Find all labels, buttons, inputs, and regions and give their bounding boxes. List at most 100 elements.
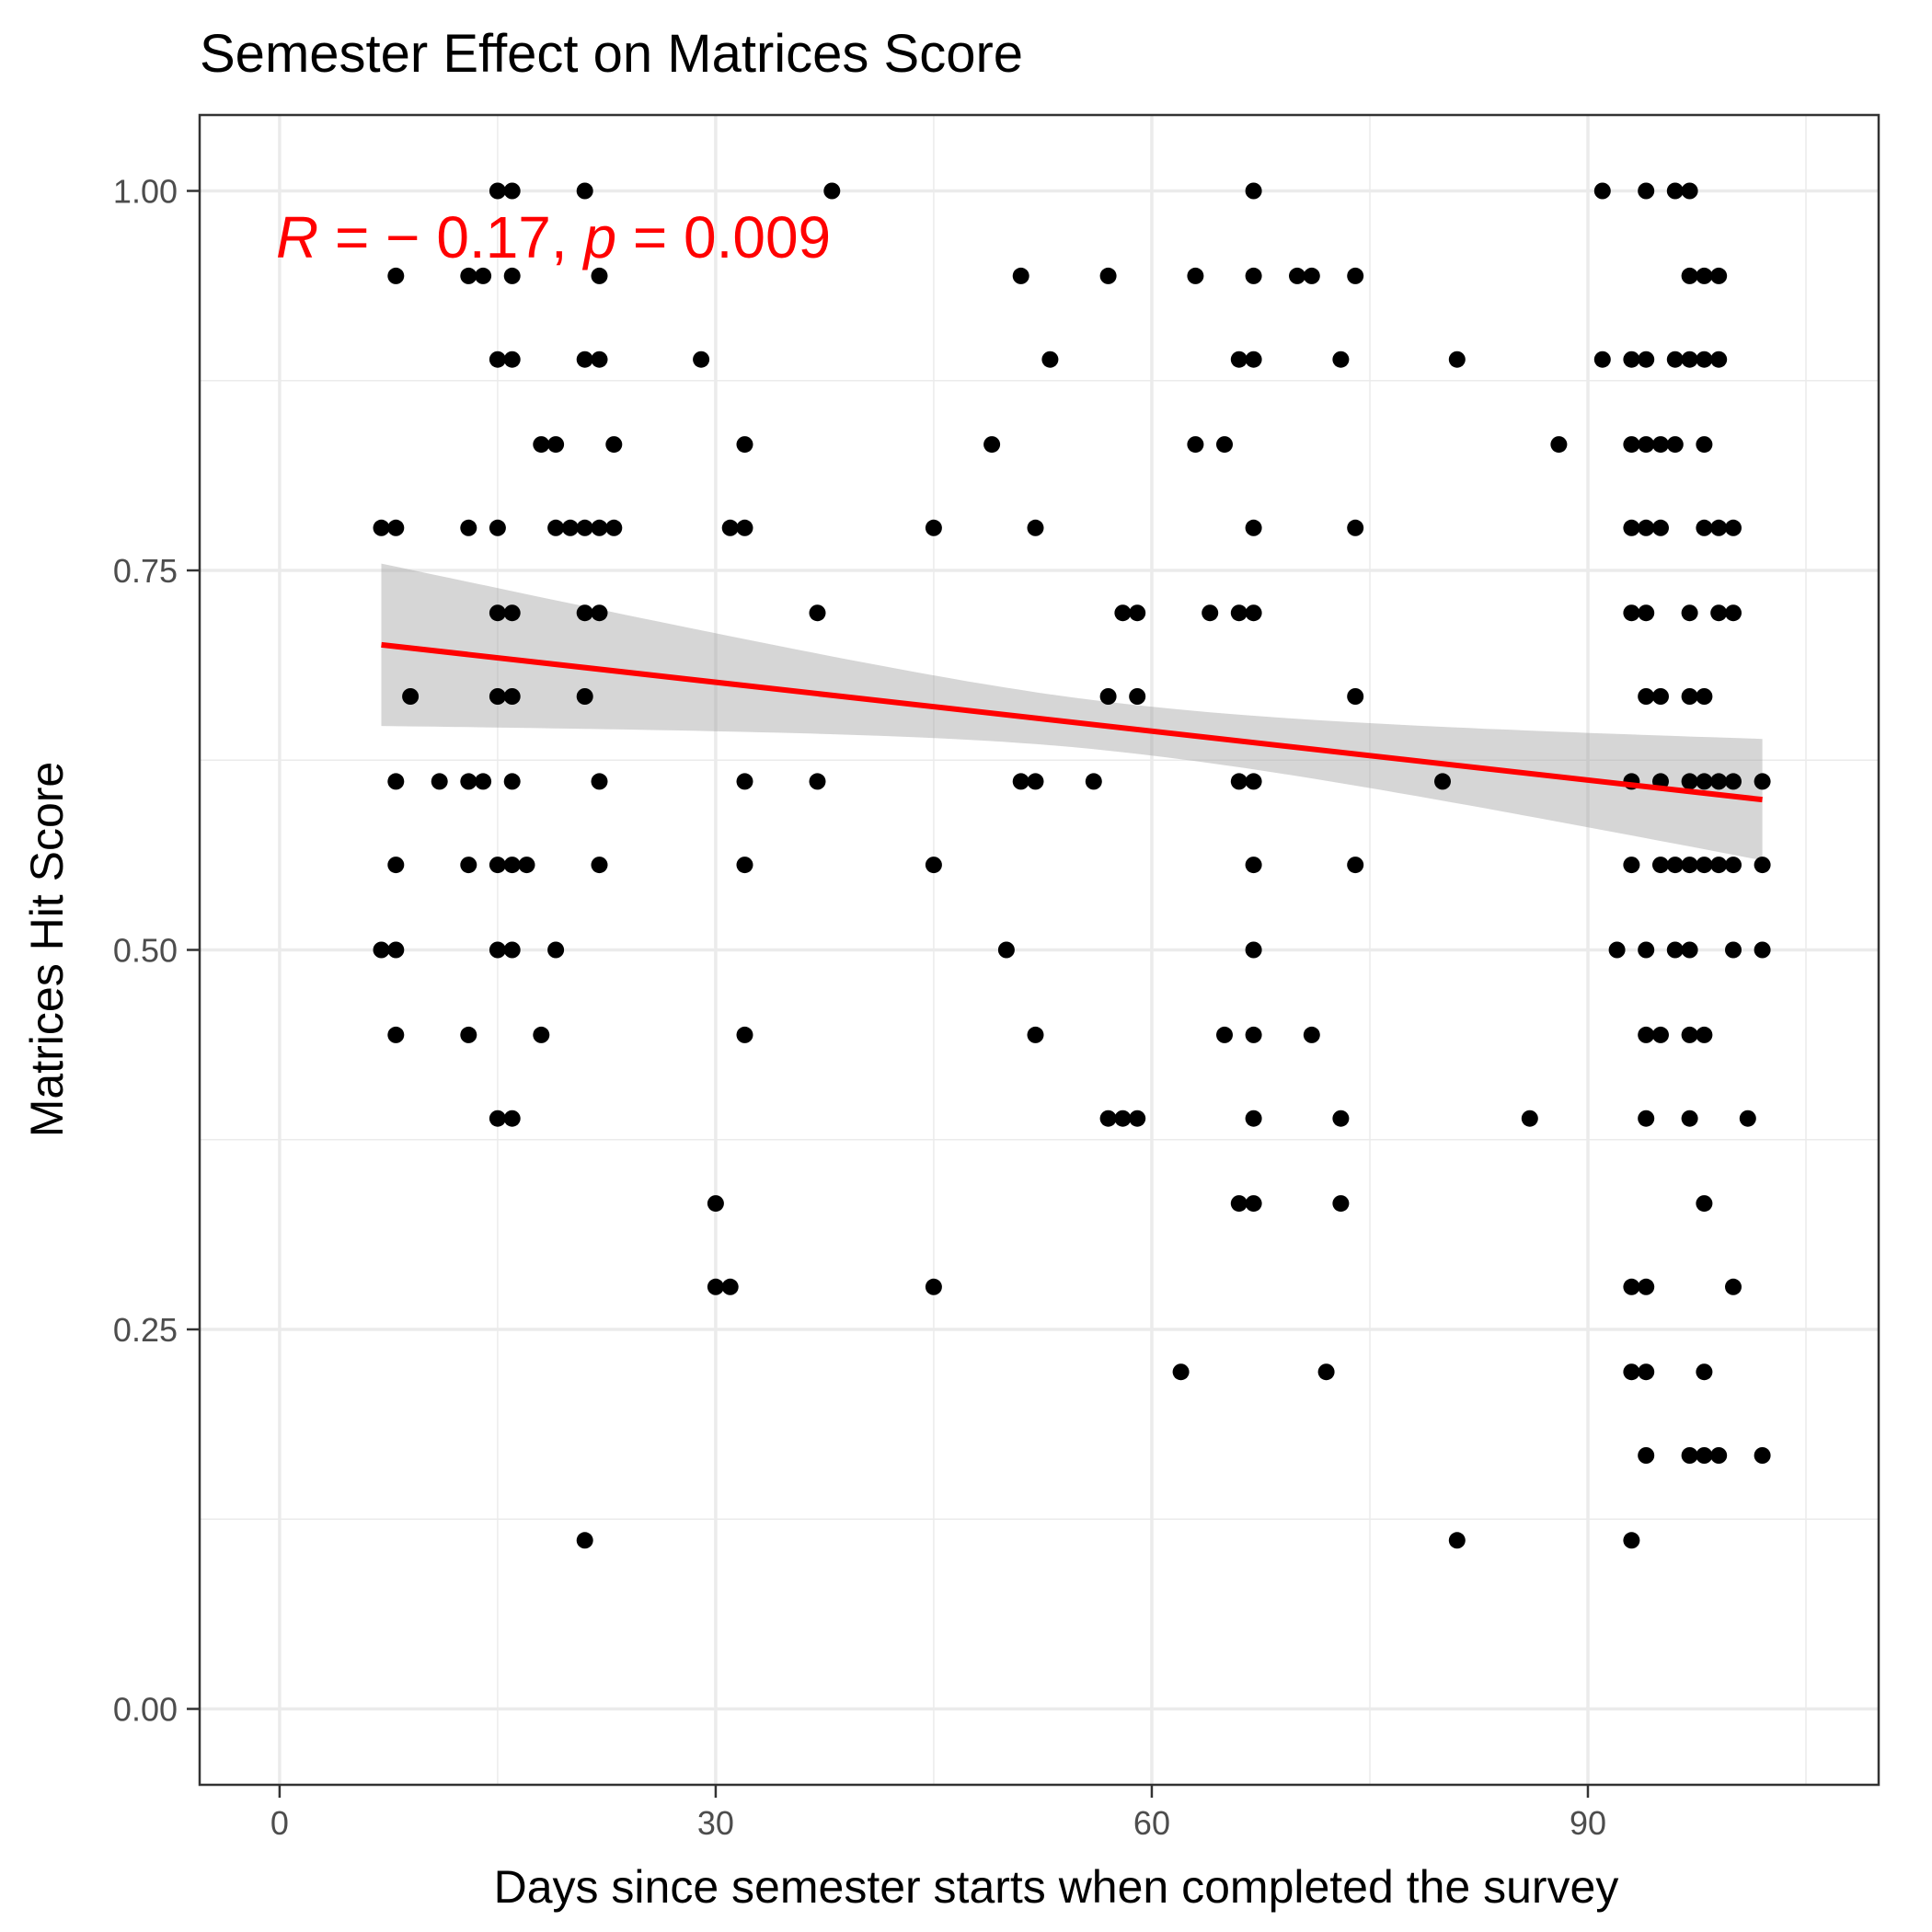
r-value: = − 0.17, (318, 204, 583, 270)
data-point (1681, 604, 1698, 622)
x-axis: 0 30 60 90 (270, 1785, 1606, 1842)
data-point (1114, 1110, 1132, 1127)
data-point (1623, 351, 1640, 368)
data-point (460, 519, 477, 536)
data-point (1725, 773, 1742, 790)
data-point (605, 519, 623, 536)
data-point (1332, 1195, 1350, 1213)
data-point (1245, 351, 1262, 368)
data-point (997, 941, 1015, 959)
data-point (1289, 267, 1305, 284)
data-point (1652, 1026, 1669, 1043)
data-point (1696, 773, 1713, 790)
data-point (1638, 1363, 1655, 1381)
x-tick-label: 60 (1133, 1804, 1170, 1842)
data-point (1027, 519, 1044, 536)
data-point (1521, 1110, 1538, 1127)
data-point (1710, 857, 1728, 874)
data-point (1332, 1110, 1350, 1127)
data-point (547, 519, 565, 536)
data-point (387, 519, 405, 536)
data-point (591, 857, 608, 874)
data-point (1317, 1363, 1335, 1381)
grid (200, 115, 1879, 1785)
p-symbol: p (581, 204, 616, 270)
data-point (1332, 351, 1350, 368)
data-point (1681, 857, 1698, 874)
data-point (1230, 1195, 1248, 1213)
data-point (1638, 688, 1655, 705)
data-point (576, 1532, 593, 1549)
data-point (1245, 604, 1262, 622)
data-point (1623, 1363, 1640, 1381)
data-point (1696, 351, 1713, 368)
data-point (460, 773, 477, 790)
data-point (1230, 351, 1248, 368)
data-point (1172, 1363, 1190, 1381)
data-point (1696, 267, 1713, 284)
data-point (561, 519, 579, 536)
data-point (707, 1278, 724, 1295)
data-point (1099, 1110, 1117, 1127)
data-point (503, 688, 521, 705)
data-point (925, 1278, 942, 1295)
data-point (489, 688, 506, 705)
data-point (591, 519, 608, 536)
y-tick-label: 0.25 (113, 1311, 178, 1349)
data-point (1725, 604, 1742, 622)
data-point (1638, 1110, 1655, 1127)
data-point (1638, 941, 1655, 959)
data-point (518, 857, 535, 874)
data-point (1725, 1278, 1742, 1295)
y-axis-title: Matrices Hit Score (21, 762, 73, 1137)
correlation-annotation: R = − 0.17, p = 0.009 (276, 204, 831, 270)
data-point (1303, 267, 1320, 284)
data-point (1638, 1278, 1655, 1295)
data-point (503, 182, 521, 200)
data-point (591, 267, 608, 284)
data-points (373, 182, 1771, 1549)
data-point (503, 1110, 521, 1127)
data-point (1710, 773, 1728, 790)
data-point (1710, 604, 1728, 622)
data-point (1681, 1026, 1698, 1043)
data-point (1245, 857, 1262, 874)
y-tick-label: 1.00 (113, 173, 178, 211)
data-point (1216, 1026, 1233, 1043)
data-point (1681, 351, 1698, 368)
data-point (489, 351, 506, 368)
fit-line (381, 641, 1763, 803)
data-point (387, 1026, 405, 1043)
data-point (373, 519, 390, 536)
x-tick-label: 90 (1570, 1804, 1606, 1842)
data-point (503, 857, 521, 874)
data-point (1638, 436, 1655, 454)
data-point (1681, 773, 1698, 790)
data-point (1696, 519, 1713, 536)
data-point (1245, 1110, 1262, 1127)
data-point (489, 941, 506, 959)
data-point (1593, 351, 1611, 368)
data-point (736, 436, 753, 454)
y-tick-label: 0.00 (113, 1691, 178, 1729)
data-point (576, 688, 593, 705)
data-point (431, 773, 448, 790)
chart-title: Semester Effect on Matrices Score (200, 24, 1023, 84)
data-point (1652, 857, 1669, 874)
data-point (503, 604, 521, 622)
data-point (1550, 436, 1568, 454)
data-point (1027, 1026, 1044, 1043)
data-point (1129, 688, 1146, 705)
data-point (503, 351, 521, 368)
data-point (1725, 941, 1742, 959)
data-point (533, 1026, 550, 1043)
data-point (1608, 941, 1626, 959)
data-point (1202, 604, 1219, 622)
data-point (1623, 436, 1640, 454)
data-point (591, 351, 608, 368)
x-axis-title: Days since semester starts when complete… (494, 1861, 1619, 1913)
data-point (547, 941, 565, 959)
data-point (1347, 688, 1364, 705)
data-point (1754, 941, 1771, 959)
data-point (1725, 857, 1742, 874)
